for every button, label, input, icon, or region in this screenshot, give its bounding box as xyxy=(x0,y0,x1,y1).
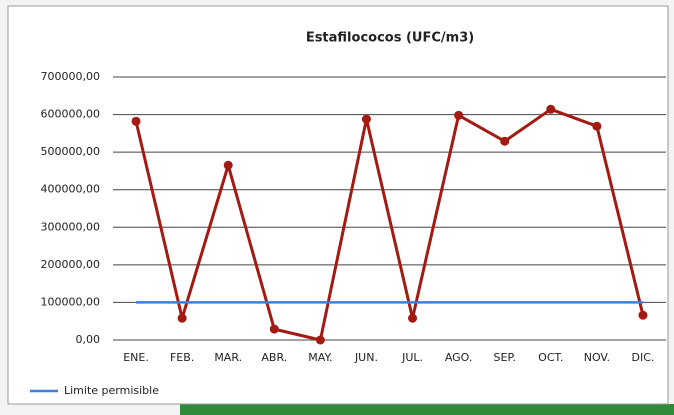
marker xyxy=(638,310,648,320)
marker xyxy=(131,116,141,126)
series-line xyxy=(134,107,645,342)
marker xyxy=(454,110,464,120)
legend-label: Limite permisible xyxy=(64,384,159,397)
marker xyxy=(408,313,418,323)
y-tick-label: 100000,00 xyxy=(41,295,101,308)
marker xyxy=(315,335,325,345)
x-tick-label: SEP. xyxy=(494,351,516,364)
y-tick-label: 400000,00 xyxy=(41,183,101,196)
y-tick-label: 200000,00 xyxy=(41,258,101,271)
x-tick-label: ABR. xyxy=(261,351,287,364)
marker xyxy=(177,313,187,323)
strip xyxy=(180,404,674,415)
x-tick-label: AGO. xyxy=(445,351,473,364)
x-tick-label: JUL. xyxy=(401,351,423,364)
x-tick-label: JUN. xyxy=(354,351,378,364)
x-tick-label: DIC. xyxy=(632,351,655,364)
marker xyxy=(500,136,510,146)
marker xyxy=(592,121,602,131)
x-tick-label: FEB. xyxy=(170,351,194,364)
x-tick-label: NOV. xyxy=(584,351,610,364)
y-tick-label: 300000,00 xyxy=(41,220,101,233)
x-tick-label: MAR. xyxy=(214,351,242,364)
chart-area xyxy=(7,5,669,405)
marker xyxy=(269,324,279,334)
x-tick-label: OCT. xyxy=(538,351,563,364)
marker xyxy=(361,114,371,124)
x-tick-label: MAY. xyxy=(308,351,332,364)
marker xyxy=(546,104,556,114)
chart-title: Estafilococos (UFC/m3) xyxy=(306,31,474,46)
y-tick-label: 600000,00 xyxy=(41,108,101,121)
y-tick-label: 700000,00 xyxy=(41,70,101,83)
y-tick-label: 500000,00 xyxy=(41,145,101,158)
y-tick-label: 0,00 xyxy=(76,333,101,346)
x-tick-label: ENE. xyxy=(123,351,149,364)
marker xyxy=(223,160,233,170)
